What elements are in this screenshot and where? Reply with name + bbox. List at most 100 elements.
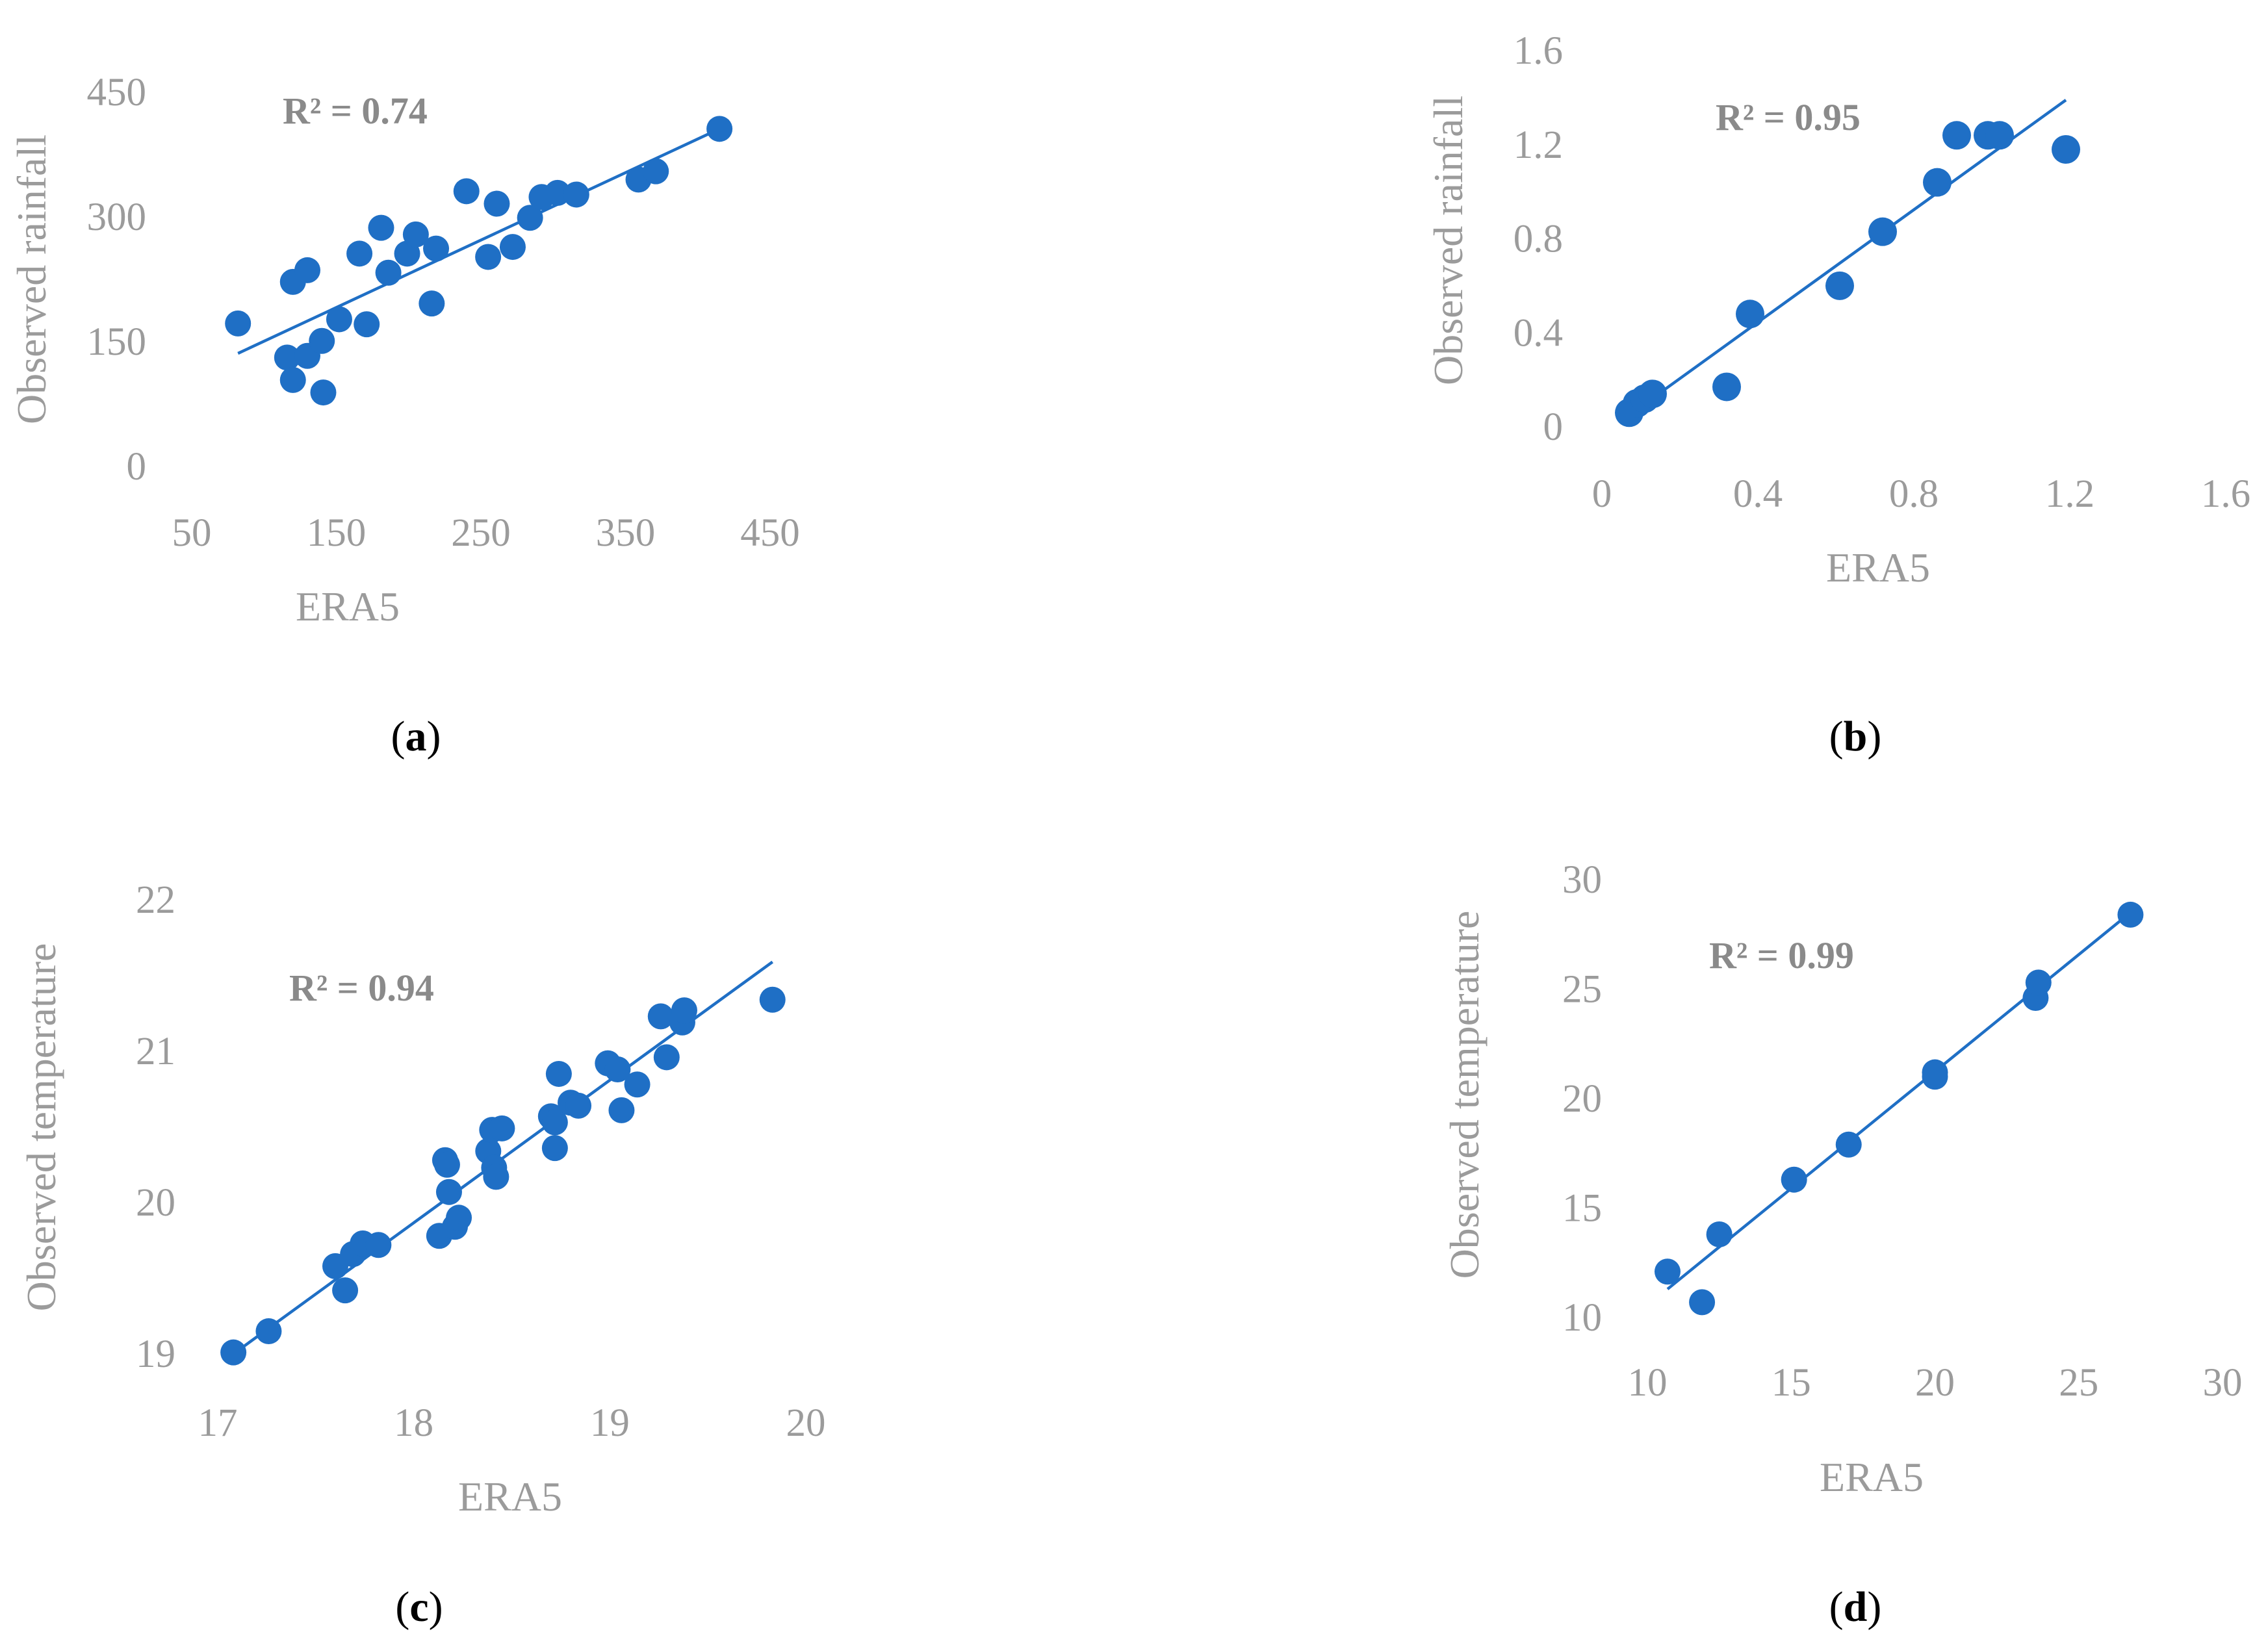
- y-axis-title: Observed temperature: [18, 943, 64, 1312]
- data-point: [653, 1044, 680, 1071]
- data-point: [1923, 168, 1952, 197]
- x-tick-label: 20: [786, 1401, 826, 1445]
- data-point: [1736, 300, 1764, 329]
- y-tick-label: 1.2: [1514, 123, 1563, 167]
- data-point: [1942, 121, 1971, 150]
- data-point: [643, 158, 669, 185]
- chart-panel-c: 19 20 21 22 17 18 19 20 ERA5 Observed temperature…: [18, 878, 826, 1631]
- y-tick-label: 20: [1562, 1077, 1602, 1121]
- r-squared-annotation: R² = 0.74: [283, 90, 428, 132]
- data-point: [279, 366, 306, 393]
- trendline: [1628, 99, 2067, 416]
- y-tick-label: 1.6: [1514, 29, 1563, 73]
- data-point: [541, 1109, 568, 1136]
- y-axis-title: Observed rainfall: [8, 134, 55, 424]
- data-point: [310, 379, 337, 406]
- x-tick-label: 0.8: [1889, 472, 1939, 516]
- y-axis-title: Observed rainfall: [1425, 96, 1471, 385]
- data-point: [1825, 271, 1854, 300]
- data-point: [563, 181, 589, 208]
- data-point: [483, 190, 510, 217]
- panel-label: (a): [391, 713, 441, 760]
- data-point: [483, 1164, 509, 1190]
- data-point: [453, 178, 480, 205]
- data-point: [346, 240, 373, 267]
- y-tick-label: 150: [87, 320, 147, 364]
- data-point: [446, 1205, 472, 1231]
- data-point: [1712, 372, 1741, 402]
- data-point: [2052, 134, 2080, 164]
- data-point: [517, 205, 543, 231]
- data-point: [608, 1097, 635, 1123]
- x-tick-label: 50: [172, 511, 212, 555]
- data-point: [1868, 217, 1897, 246]
- y-tick-label: 300: [87, 196, 147, 239]
- data-point: [475, 244, 502, 270]
- data-point: [565, 1092, 592, 1119]
- x-axis-title: ERA5: [458, 1473, 562, 1520]
- x-tick-label: 0.4: [1733, 472, 1783, 516]
- panel-label: (b): [1829, 713, 1882, 760]
- data-point: [368, 214, 394, 241]
- data-point: [309, 327, 335, 354]
- data-point: [326, 306, 352, 333]
- chart-panel-b: 0 0.4 0.8 1.2 1.6 0 0.4 0.8 1.2 1.6 ERA5 Observed r…: [1425, 29, 2250, 760]
- x-tick-label: 350: [596, 511, 656, 555]
- x-axis-title: ERA5: [296, 583, 400, 630]
- data-point: [332, 1277, 359, 1304]
- data-point: [647, 1003, 674, 1030]
- y-tick-label: 0.8: [1514, 218, 1563, 261]
- panel-label: (c): [395, 1583, 443, 1631]
- y-tick-label: 22: [136, 878, 175, 922]
- trendline: [1666, 911, 2132, 1290]
- data-point: [419, 290, 445, 317]
- r-squared-annotation: R² = 0.99: [1709, 934, 1854, 976]
- data-point: [2117, 901, 2144, 928]
- data-point: [544, 179, 571, 206]
- x-tick-label: 1.6: [2201, 472, 2250, 516]
- data-point: [1654, 1258, 1681, 1285]
- data-point: [354, 311, 380, 338]
- y-tick-label: 20: [136, 1181, 175, 1225]
- data-point: [375, 259, 402, 286]
- data-point: [225, 310, 251, 337]
- x-tick-label: 15: [1772, 1361, 1811, 1405]
- x-tick-label: 1.2: [2045, 472, 2094, 516]
- data-point: [604, 1056, 631, 1082]
- data-point: [541, 1135, 568, 1162]
- y-tick-label: 25: [1562, 968, 1602, 1012]
- data-point: [365, 1232, 392, 1258]
- r-squared-annotation: R² = 0.94: [289, 967, 434, 1009]
- data-point: [423, 235, 450, 262]
- chart-panel-a: 0 150 300 450 50 150 250 350 450 ERA5 Observed rai…: [8, 71, 800, 760]
- data-point: [545, 1060, 572, 1087]
- y-tick-label: 30: [1562, 858, 1602, 902]
- trendline: [237, 127, 721, 355]
- data-point: [274, 344, 300, 371]
- panel-letter: b: [1844, 713, 1868, 760]
- data-point: [294, 257, 320, 283]
- panel-label: (d): [1829, 1583, 1882, 1631]
- panel-letter: d: [1844, 1583, 1868, 1631]
- data-point: [435, 1179, 462, 1205]
- data-point: [1781, 1166, 1807, 1193]
- data-point: [433, 1151, 460, 1178]
- chart-panel-d: 10 15 20 25 30 10 15 20 25 30 ERA5 Observed tempera…: [1441, 858, 2243, 1631]
- data-point: [624, 1071, 651, 1098]
- data-point: [499, 234, 526, 261]
- x-axis-title: ERA5: [1826, 544, 1930, 591]
- panel-letter: a: [406, 713, 427, 760]
- data-point: [402, 221, 429, 248]
- x-tick-label: 17: [198, 1401, 238, 1445]
- y-tick-label: 10: [1562, 1296, 1602, 1340]
- r-squared-annotation: R² = 0.95: [1716, 96, 1861, 138]
- x-tick-label: 250: [451, 511, 511, 555]
- x-tick-label: 450: [740, 511, 800, 555]
- panel-letter: c: [409, 1583, 428, 1631]
- y-tick-label: 15: [1562, 1187, 1602, 1231]
- data-point: [1706, 1221, 1733, 1247]
- data-point: [1922, 1059, 1948, 1086]
- data-point: [2025, 969, 2052, 996]
- data-point: [1835, 1131, 1862, 1158]
